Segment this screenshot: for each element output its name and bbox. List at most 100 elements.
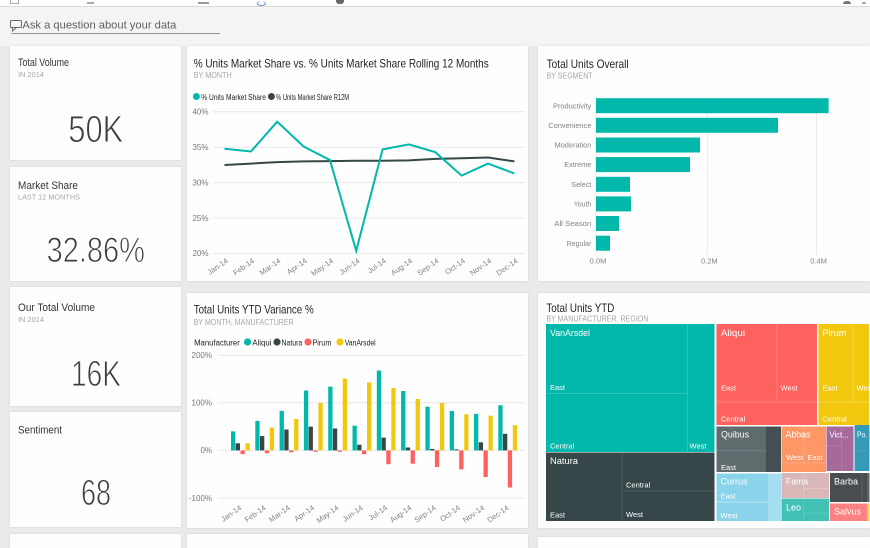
- svg-text:East: East: [550, 383, 566, 392]
- svg-text:IN 2014: IN 2014: [18, 70, 44, 79]
- svg-text:VanArsdel: VanArsdel: [345, 338, 376, 347]
- svg-text:Pirum: Pirum: [823, 328, 847, 338]
- svg-text:Leo: Leo: [786, 503, 801, 513]
- svg-text:Mar-14: Mar-14: [267, 503, 292, 524]
- svg-text:32.86%: 32.86%: [47, 231, 145, 270]
- svg-text:East: East: [550, 511, 566, 520]
- svg-text:BY MONTH, MANUFACTURER: BY MONTH, MANUFACTURER: [194, 318, 294, 327]
- svg-text:Feb-14: Feb-14: [231, 256, 256, 277]
- svg-text:Aug-14: Aug-14: [388, 503, 413, 524]
- svg-text:Total Units Overall: Total Units Overall: [547, 57, 629, 71]
- svg-text:May-14: May-14: [309, 256, 335, 278]
- svg-text:West: West: [786, 453, 804, 462]
- svg-text:Dec-14: Dec-14: [485, 503, 510, 524]
- svg-text:20%: 20%: [192, 249, 208, 258]
- svg-text:Sentiment: Sentiment: [18, 425, 62, 437]
- svg-text:Po...: Po...: [857, 430, 870, 440]
- svg-text:Productivity: Productivity: [553, 101, 592, 110]
- svg-text:% Units Market Share R12M: % Units Market Share R12M: [276, 93, 349, 102]
- svg-text:East: East: [721, 384, 737, 393]
- svg-text:16K: 16K: [71, 353, 121, 394]
- svg-text:% Units Market Share: % Units Market Share: [201, 93, 266, 102]
- svg-text:Jul-14: Jul-14: [366, 256, 388, 275]
- svg-text:Oct-14: Oct-14: [443, 256, 467, 276]
- svg-text:May-14: May-14: [315, 503, 341, 525]
- svg-text:35%: 35%: [192, 143, 208, 152]
- svg-text:Sep-14: Sep-14: [413, 503, 438, 524]
- svg-text:BY MONTH: BY MONTH: [194, 71, 232, 80]
- svg-text:Convenience: Convenience: [548, 121, 591, 130]
- svg-text:Feb-14: Feb-14: [243, 503, 268, 524]
- svg-text:Nov-14: Nov-14: [461, 503, 486, 524]
- svg-text:Abbas: Abbas: [786, 430, 811, 440]
- svg-text:Nov-14: Nov-14: [468, 256, 493, 277]
- svg-text:IN 2014: IN 2014: [18, 315, 44, 324]
- svg-text:Youth: Youth: [574, 200, 592, 209]
- svg-text:Jun-14: Jun-14: [341, 503, 365, 524]
- svg-text:Manufacturer: Manufacturer: [194, 338, 240, 347]
- svg-text:West: West: [721, 511, 739, 520]
- svg-text:100%: 100%: [192, 399, 212, 408]
- svg-text:Oct-14: Oct-14: [438, 503, 462, 523]
- svg-text:BY SEGMENT: BY SEGMENT: [547, 72, 593, 81]
- svg-text:Total Units YTD: Total Units YTD: [546, 301, 614, 315]
- svg-text:200%: 200%: [192, 351, 212, 360]
- svg-text:East: East: [808, 453, 824, 462]
- svg-text:Central: Central: [626, 481, 651, 490]
- svg-text:0.4M: 0.4M: [810, 257, 827, 266]
- svg-text:Jun-14: Jun-14: [337, 256, 361, 277]
- svg-text:VanArsdel: VanArsdel: [550, 328, 590, 338]
- svg-text:Central: Central: [823, 415, 848, 424]
- svg-text:All Season: All Season: [554, 219, 591, 228]
- svg-text:Fama: Fama: [786, 477, 808, 487]
- svg-text:Our Total Volume: Our Total Volume: [18, 302, 95, 314]
- svg-text:50K: 50K: [68, 108, 123, 151]
- svg-text:% Units Market Share vs. % Uni: % Units Market Share vs. % Units Market …: [194, 57, 489, 71]
- svg-text:Extreme: Extreme: [564, 160, 591, 169]
- svg-text:Natura: Natura: [550, 456, 578, 466]
- svg-text:Apr-14: Apr-14: [285, 256, 309, 276]
- svg-text:East: East: [823, 384, 839, 393]
- svg-text:Ask a question about your data: Ask a question about your data: [22, 19, 177, 31]
- svg-text:0.2M: 0.2M: [701, 257, 718, 266]
- svg-text:Aug-14: Aug-14: [389, 256, 414, 277]
- svg-text:East: East: [721, 463, 737, 472]
- svg-text:Dec-14: Dec-14: [495, 256, 520, 277]
- svg-text:Central: Central: [550, 442, 575, 451]
- svg-text:Total Units YTD Variance %: Total Units YTD Variance %: [194, 303, 314, 317]
- svg-text:Salvus: Salvus: [834, 507, 861, 517]
- svg-text:Apr-14: Apr-14: [292, 503, 316, 523]
- svg-text:0.0M: 0.0M: [590, 257, 607, 266]
- svg-text:40%: 40%: [192, 108, 208, 117]
- svg-text:West: West: [626, 510, 644, 519]
- svg-text:Select: Select: [571, 180, 592, 189]
- svg-text:25%: 25%: [192, 214, 208, 223]
- svg-text:30%: 30%: [192, 178, 208, 187]
- svg-text:Currus: Currus: [721, 477, 748, 487]
- svg-text:Vict...: Vict...: [830, 430, 849, 440]
- svg-text:Sep-14: Sep-14: [415, 256, 440, 277]
- svg-text:Regular: Regular: [567, 239, 592, 248]
- svg-text:LAST 12 MONTHS: LAST 12 MONTHS: [18, 193, 80, 202]
- svg-text:Central: Central: [721, 415, 746, 424]
- svg-text:Total Volume: Total Volume: [18, 57, 69, 69]
- svg-text:West: West: [690, 442, 708, 451]
- svg-text:West: West: [781, 384, 799, 393]
- svg-text:Natura: Natura: [282, 338, 303, 347]
- svg-text:Jul-14: Jul-14: [367, 503, 389, 522]
- svg-text:Aliqui: Aliqui: [252, 338, 271, 347]
- svg-text:Mar-14: Mar-14: [258, 256, 283, 277]
- svg-text:0%: 0%: [200, 446, 212, 455]
- svg-text:Market Share: Market Share: [18, 180, 78, 192]
- svg-text:East: East: [721, 492, 737, 501]
- svg-text:Barba: Barba: [834, 477, 858, 487]
- svg-text:-100%: -100%: [189, 494, 212, 503]
- svg-text:Moderation: Moderation: [555, 141, 592, 150]
- svg-text:West: West: [857, 384, 870, 393]
- svg-text:Jan-14: Jan-14: [219, 503, 243, 524]
- svg-text:Jan-14: Jan-14: [206, 256, 230, 277]
- svg-text:BY MANUFACTURER, REGION: BY MANUFACTURER, REGION: [546, 315, 648, 324]
- svg-text:Aliqui: Aliqui: [721, 328, 745, 338]
- svg-text:68: 68: [81, 472, 111, 513]
- svg-text:Quibus: Quibus: [721, 430, 749, 440]
